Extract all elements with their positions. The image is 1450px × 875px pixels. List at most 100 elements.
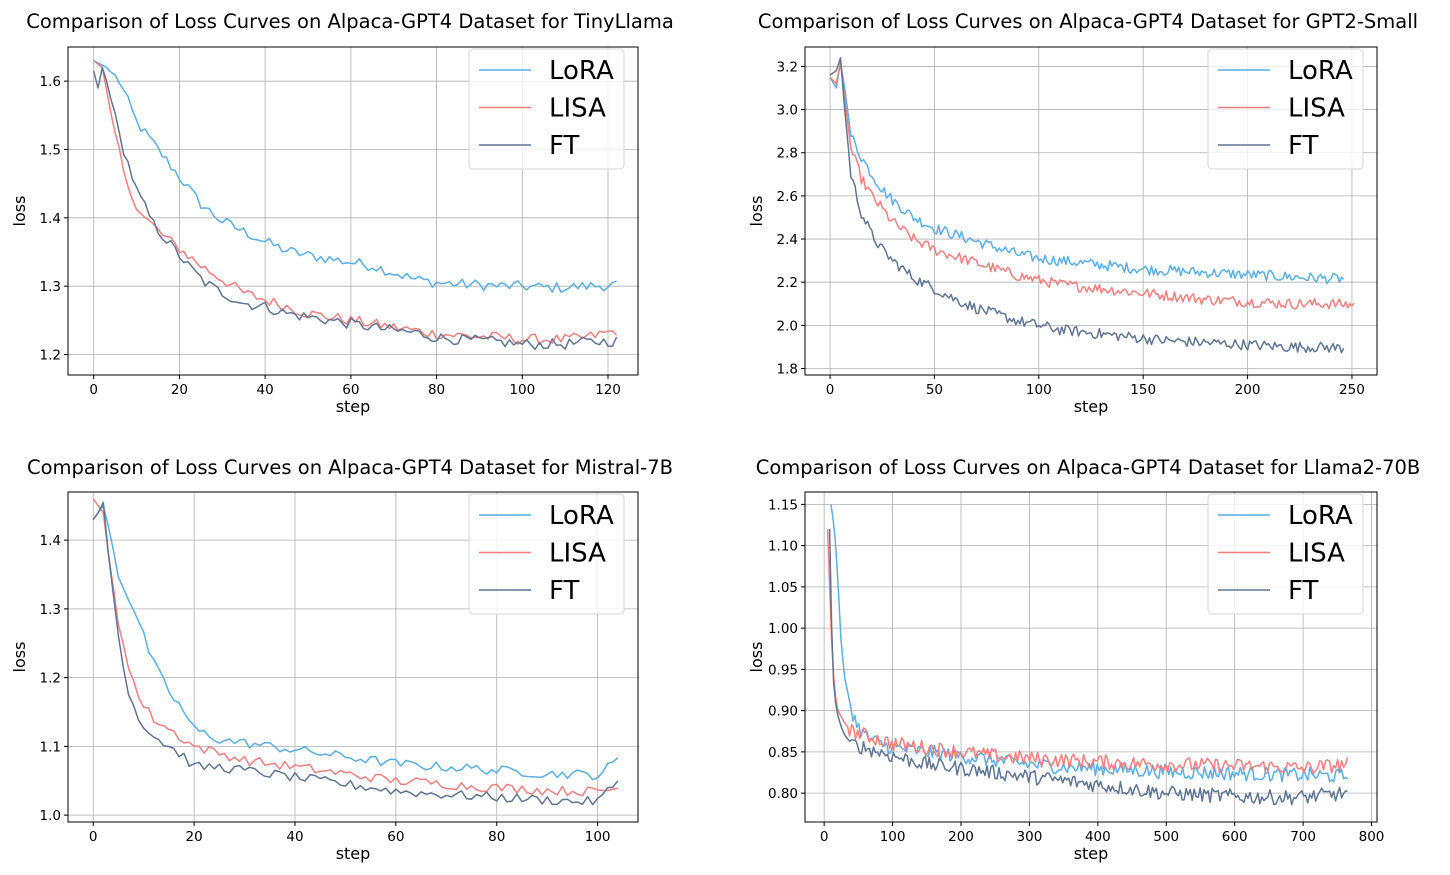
y-tick-label: 1.1 (40, 739, 61, 755)
plot-frame (67, 46, 639, 376)
legend-label-ft: FT (549, 576, 579, 606)
y-axis-label: loss (747, 642, 766, 673)
x-axis-label: step (336, 844, 371, 863)
x-tick-label: 0 (826, 382, 835, 398)
y-tick-label: 1.5 (40, 143, 61, 159)
series-line-lisa (92, 498, 618, 797)
x-tick-label: 600 (1222, 829, 1248, 845)
series-line-ft (828, 529, 1348, 806)
y-tick-label: 2.2 (777, 275, 798, 291)
x-tick-label: 80 (428, 382, 445, 398)
legend-label-ft: FT (1288, 131, 1318, 161)
y-tick-label: 1.0 (40, 808, 61, 824)
x-tick-label: 20 (171, 382, 188, 398)
y-tick-label: 1.8 (777, 362, 798, 378)
series-line-lora (92, 505, 619, 781)
chart-panel-4: Comparison of Loss Curves on Alpaca-GPT4… (747, 456, 1420, 863)
y-tick-label: 1.00 (768, 621, 798, 637)
y-tick-label: 2.4 (777, 232, 798, 248)
legend-box (468, 493, 625, 615)
plot-frame (804, 46, 1378, 376)
y-tick-label: 1.3 (40, 279, 61, 295)
x-tick-label: 80 (488, 829, 505, 845)
y-tick-label: 1.05 (768, 580, 798, 596)
chart-title: Comparison of Loss Curves on Alpaca-GPT4… (756, 456, 1421, 479)
legend: LoRA LISA FT (1207, 48, 1364, 170)
series-line-lisa (829, 61, 1355, 310)
x-tick-label: 100 (1026, 382, 1052, 398)
x-tick-label: 20 (186, 829, 203, 845)
y-tick-label: 2.6 (777, 189, 798, 205)
legend-box (468, 48, 625, 170)
series-line-ft (92, 66, 618, 351)
series-line-ft (92, 501, 619, 806)
legend-label-lora: LoRA (1288, 56, 1353, 86)
legend-label-lora: LoRA (1288, 501, 1353, 531)
legend-label-lora: LoRA (549, 56, 614, 86)
chart-title: Comparison of Loss Curves on Alpaca-GPT4… (26, 10, 674, 33)
legend-label-lisa: LISA (549, 94, 606, 124)
x-tick-label: 100 (585, 829, 611, 845)
y-tick-label: 0.90 (768, 704, 798, 720)
series-line-lora (93, 60, 617, 293)
legend-label-ft: FT (1288, 576, 1318, 606)
series-line-lisa (826, 529, 1349, 775)
legend-box (1207, 493, 1364, 615)
series-line-ft (829, 57, 1345, 354)
y-tick-label: 0.85 (768, 745, 798, 761)
x-axis-label: step (1074, 844, 1109, 863)
y-tick-label: 3.0 (777, 103, 798, 119)
x-tick-label: 60 (342, 382, 359, 398)
x-tick-label: 40 (286, 829, 303, 845)
chart-panel-2: Comparison of Loss Curves on Alpaca-GPT4… (747, 10, 1418, 416)
legend-label-lisa: LISA (1288, 539, 1345, 569)
y-axis-label: loss (747, 196, 766, 227)
x-tick-label: 500 (1153, 829, 1179, 845)
y-tick-label: 1.4 (40, 533, 61, 549)
y-tick-label: 1.4 (40, 211, 61, 227)
series-line-lora (829, 61, 1345, 285)
x-tick-label: 0 (820, 829, 829, 845)
x-tick-label: 50 (926, 382, 943, 398)
legend-label-ft: FT (549, 131, 579, 161)
y-tick-label: 2.8 (777, 146, 798, 162)
x-tick-label: 100 (509, 382, 535, 398)
x-tick-label: 40 (257, 382, 274, 398)
plot-frame (804, 491, 1378, 823)
legend-label-lora: LoRA (549, 501, 614, 531)
chart-title: Comparison of Loss Curves on Alpaca-GPT4… (758, 10, 1418, 33)
x-tick-label: 200 (948, 829, 974, 845)
y-axis-label: loss (10, 642, 29, 673)
y-tick-label: 1.15 (768, 497, 798, 513)
legend: LoRA LISA FT (468, 48, 625, 170)
legend-box (1207, 48, 1364, 170)
x-tick-label: 250 (1339, 382, 1365, 398)
x-tick-label: 150 (1130, 382, 1156, 398)
y-tick-label: 1.3 (40, 602, 61, 618)
x-tick-label: 60 (387, 829, 404, 845)
series-line-lisa (93, 60, 618, 346)
x-tick-label: 400 (1085, 829, 1111, 845)
x-axis-label: step (1074, 397, 1109, 416)
x-tick-label: 700 (1290, 829, 1316, 845)
y-tick-label: 1.10 (768, 539, 798, 555)
x-tick-label: 120 (595, 382, 621, 398)
y-tick-label: 2.0 (777, 318, 798, 334)
x-axis-label: step (336, 397, 371, 416)
y-tick-label: 0.80 (768, 786, 798, 802)
y-tick-label: 1.2 (40, 671, 61, 687)
plot-frame (67, 491, 639, 823)
x-tick-label: 300 (1017, 829, 1043, 845)
y-tick-label: 3.2 (777, 59, 798, 75)
legend-label-lisa: LISA (1288, 94, 1345, 124)
legend: LoRA LISA FT (468, 493, 625, 615)
x-tick-label: 0 (89, 829, 98, 845)
chart-panel-1: Comparison of Loss Curves on Alpaca-GPT4… (10, 10, 674, 416)
legend: LoRA LISA FT (1207, 493, 1364, 615)
y-tick-label: 1.6 (40, 74, 61, 90)
chart-title: Comparison of Loss Curves on Alpaca-GPT4… (27, 456, 673, 479)
y-tick-label: 0.95 (768, 662, 798, 678)
chart-panel-3: Comparison of Loss Curves on Alpaca-GPT4… (10, 456, 673, 863)
legend-label-lisa: LISA (549, 539, 606, 569)
